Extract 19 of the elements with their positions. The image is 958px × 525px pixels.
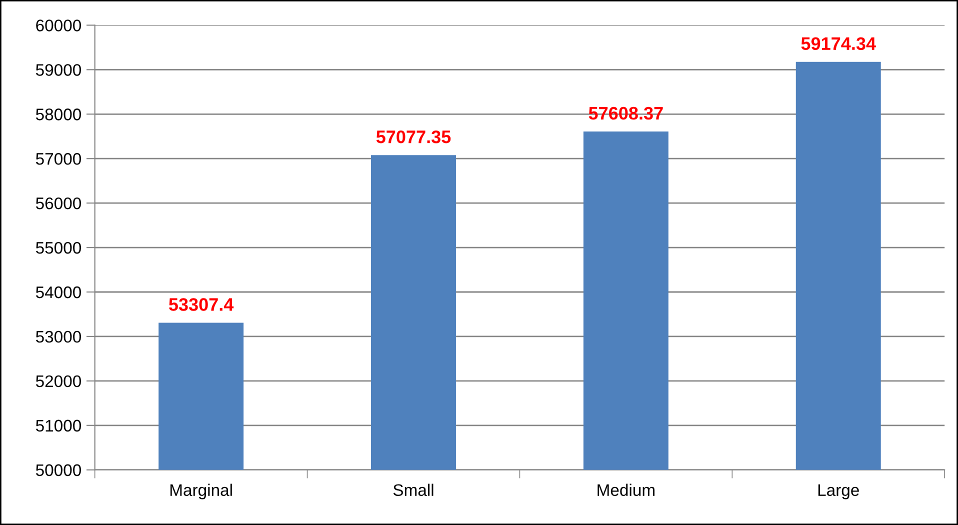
y-tick-label: 55000	[36, 242, 81, 254]
x-tick-label: Large	[818, 484, 859, 500]
data-label: 59174.34	[801, 37, 876, 50]
y-tick-label: 59000	[36, 64, 81, 76]
y-tick-label: 56000	[36, 197, 81, 210]
x-tick-label: Small	[393, 484, 434, 496]
y-tick-label: 58000	[36, 108, 81, 120]
y-tick-label: 60000	[36, 20, 81, 32]
y-tick-label: 57000	[36, 153, 81, 165]
data-label: 57077.35	[376, 130, 451, 144]
data-label: 53307.4	[168, 298, 234, 311]
y-tick-label: 50000	[36, 464, 81, 476]
x-tick-label: Medium	[598, 484, 654, 496]
y-tick-label: 51000	[36, 420, 81, 432]
y-tick-label: 53000	[36, 330, 81, 343]
y-tick-label: 52000	[36, 375, 81, 388]
data-label: 57608.37	[588, 106, 663, 120]
y-tick-label: 54000	[36, 286, 81, 298]
x-tick-label: Marginal	[170, 484, 232, 500]
